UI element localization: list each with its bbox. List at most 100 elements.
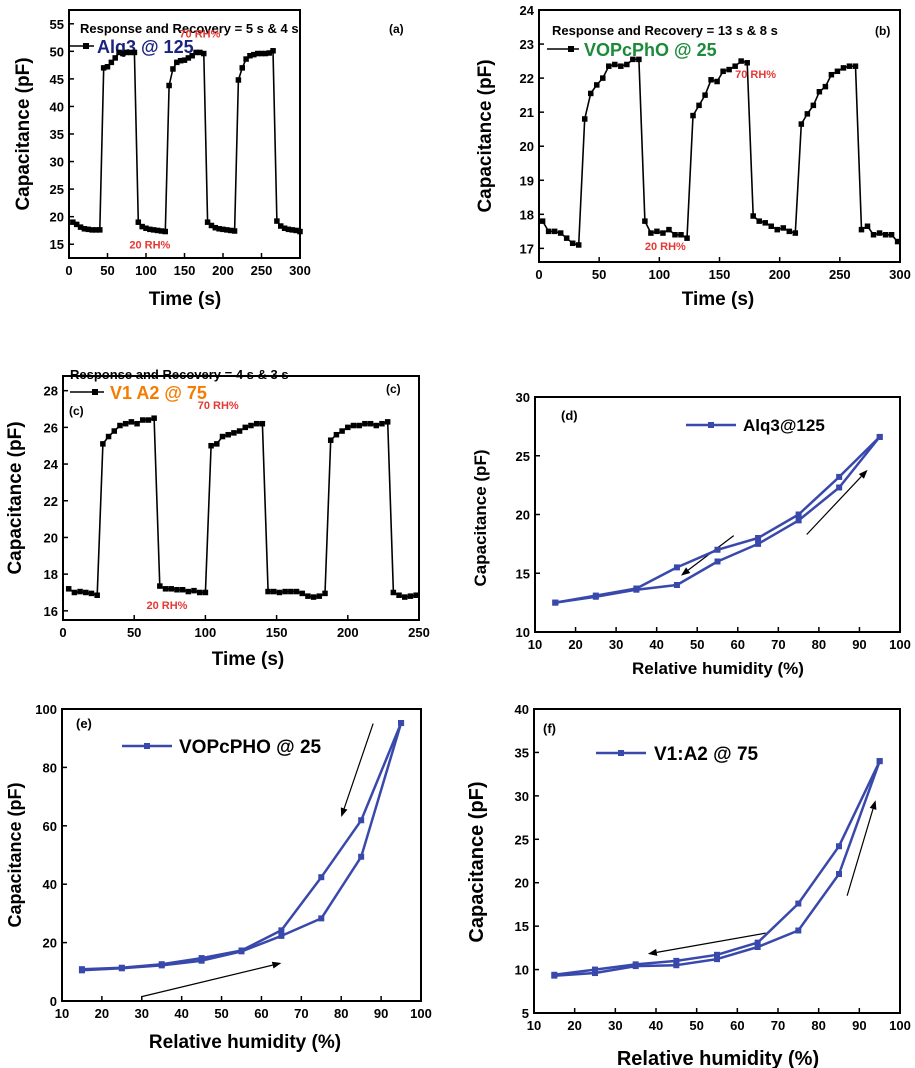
panel-c-data-point bbox=[88, 590, 95, 597]
panel-f-data-point bbox=[795, 927, 802, 934]
panel-e-data-point bbox=[358, 817, 365, 824]
panel-b-ytick-label: 24 bbox=[520, 3, 535, 18]
panel-a-ytick-label: 45 bbox=[50, 72, 64, 87]
panel-c-xtick-label: 250 bbox=[408, 625, 430, 640]
panel-f-data-point bbox=[551, 971, 558, 978]
panel-a-rh-label: 20 RH% bbox=[129, 240, 170, 252]
panel-e-xtick-label: 100 bbox=[410, 1006, 432, 1021]
panel-a-data-point bbox=[108, 59, 115, 66]
panel-d-ytick-label: 30 bbox=[516, 390, 530, 405]
panel-a-xtick-label: 250 bbox=[251, 263, 273, 278]
panel-b-data-point bbox=[738, 58, 744, 64]
panel-f-xtick-label: 10 bbox=[527, 1018, 541, 1033]
panel-a-data-point bbox=[258, 50, 265, 57]
panel-c-data-point bbox=[219, 433, 226, 440]
panel-c-data-point bbox=[271, 588, 277, 595]
panel-b-data-point bbox=[792, 230, 799, 236]
panel-c-data-point bbox=[384, 419, 391, 425]
panel-e-data-point bbox=[278, 932, 285, 939]
panel-c-data-point bbox=[174, 586, 180, 593]
panel-b-data-point bbox=[846, 63, 853, 69]
panel-c-data-point bbox=[134, 420, 140, 427]
panel-c-annotation: Response and Recovery = 4 s & 3 s bbox=[70, 367, 289, 382]
panel-a-ylabel: Capacitance (pF) bbox=[13, 57, 34, 210]
panel-e-data-point bbox=[398, 720, 405, 727]
panel-f-xtick-label: 20 bbox=[567, 1018, 581, 1033]
panel-c-data-point bbox=[362, 420, 368, 427]
panel-a-data-point bbox=[197, 49, 203, 56]
panel-f-xlabel: Relative humidity (%) bbox=[617, 1048, 819, 1068]
panel-c-data-point bbox=[333, 431, 340, 438]
panel-b-data-point bbox=[888, 232, 895, 238]
panel-b-data-point bbox=[876, 230, 883, 236]
panel-f-data-point bbox=[714, 951, 720, 958]
panel-a-data-point bbox=[135, 219, 142, 225]
panel-f-ylabel: Capacitance (pF) bbox=[466, 781, 488, 942]
panel-a-data-point bbox=[266, 50, 272, 56]
panel-d-arrow-head bbox=[858, 469, 868, 479]
panel-b-data-point bbox=[648, 230, 654, 236]
panel-c-data-point bbox=[356, 422, 362, 429]
panel-a-data-point bbox=[293, 227, 299, 234]
panel-d-data-point bbox=[836, 484, 843, 491]
panel-c-legend: V1 A2 @ 75 bbox=[70, 383, 207, 403]
panel-a-data-point bbox=[181, 57, 188, 63]
panel-d-ytick-label: 10 bbox=[516, 625, 530, 640]
panel-c-data-point bbox=[242, 424, 249, 431]
panel-b-data-point bbox=[822, 83, 829, 90]
panel-d-data-point bbox=[755, 540, 762, 547]
panel-b-data-point bbox=[630, 56, 636, 63]
panel-a-data-point bbox=[220, 226, 226, 233]
panel-f-arrow-head bbox=[647, 948, 658, 956]
panel-b-data-point bbox=[750, 213, 756, 219]
panel-a-data-point bbox=[131, 49, 138, 56]
panel-d-arrow-head bbox=[681, 567, 691, 576]
panel-c-data-point bbox=[345, 424, 351, 431]
panel-c: Capacitance (pF) Time (s) Response and R… bbox=[5, 367, 430, 670]
panel-f-data-point bbox=[754, 939, 761, 946]
panel-c-data-point bbox=[139, 417, 146, 423]
panel-d-xtick-label: 90 bbox=[852, 637, 866, 652]
panel-a-data-point bbox=[154, 227, 161, 234]
panel-d-xtick-label: 70 bbox=[771, 637, 785, 652]
panel-c-xtick-label: 200 bbox=[337, 625, 359, 640]
panel-c-data-point bbox=[305, 593, 311, 599]
panel-b-rh-label: 20 RH% bbox=[645, 241, 686, 253]
panel-a-data-point bbox=[150, 227, 157, 233]
panel-a-data-point bbox=[189, 52, 195, 59]
panel-a-data-point bbox=[247, 52, 253, 59]
panel-f: Capacitance (pF) Relative humidity (%) (… bbox=[466, 702, 911, 1068]
panel-a-xtick-label: 150 bbox=[174, 263, 196, 278]
panel-e-data-point bbox=[198, 955, 205, 962]
panel-a-ytick-label: 25 bbox=[50, 182, 64, 197]
panel-c-rh-label: 70 RH% bbox=[198, 400, 239, 412]
panel-c-data-point bbox=[253, 420, 260, 427]
panel-a-data-point bbox=[124, 49, 130, 56]
panel-a-ytick-label: 55 bbox=[50, 17, 64, 32]
panel-c-data-point bbox=[379, 420, 385, 427]
panel-b-data-point bbox=[708, 77, 714, 83]
panel-a-data-point bbox=[278, 223, 284, 229]
panel-c-ytick-label: 18 bbox=[44, 567, 58, 582]
panel-b-data-point bbox=[557, 230, 564, 236]
panel-b-xtick-label: 0 bbox=[535, 267, 542, 282]
panel-a-data-point bbox=[216, 226, 222, 232]
panel-a-data-point bbox=[177, 57, 184, 64]
panel-c-data-point bbox=[151, 415, 157, 421]
panel-c-data-point bbox=[191, 587, 197, 594]
panel-c-data-point bbox=[293, 588, 300, 595]
panel-c-data-point bbox=[196, 589, 203, 596]
panel-c-rh-label: 20 RH% bbox=[146, 600, 187, 612]
panel-d-xlabel: Relative humidity (%) bbox=[632, 659, 804, 678]
panel-b-xtick-label: 100 bbox=[648, 267, 670, 282]
panel-a-data-point bbox=[212, 224, 219, 231]
panel-c-data-point bbox=[94, 592, 100, 598]
panel-f-data-point bbox=[632, 961, 639, 968]
panel-b-data-point bbox=[852, 63, 859, 69]
panel-a-xtick-label: 100 bbox=[135, 263, 157, 278]
panel-a-data-point bbox=[116, 49, 122, 56]
panel-c-label-inner: (c) bbox=[69, 404, 84, 418]
panel-c-data-point bbox=[288, 588, 294, 595]
panel-b-data-point bbox=[575, 242, 582, 248]
panel-e-xtick-label: 10 bbox=[55, 1006, 69, 1021]
